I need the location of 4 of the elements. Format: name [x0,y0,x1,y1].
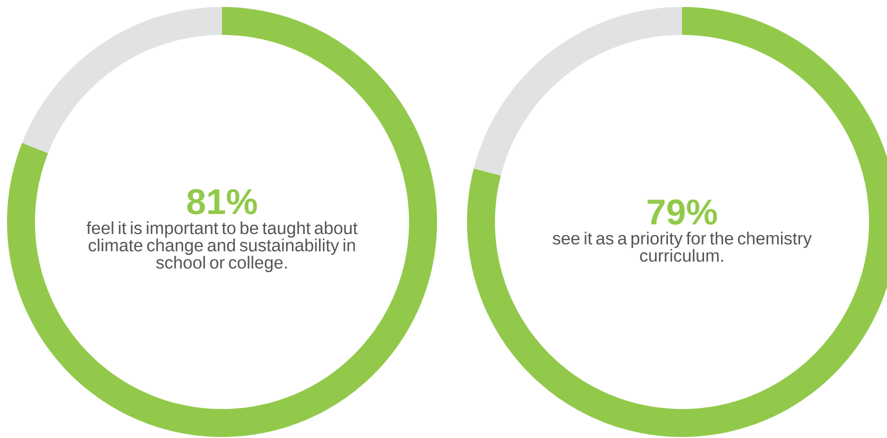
data-label: 79% [648,199,717,225]
text: feel it is important to be taught about climate change and sustainability in school or college. [86,221,358,272]
text: see it as a priority for the chemistry curriculum. [552,232,812,262]
data-label: 81% [187,189,257,214]
